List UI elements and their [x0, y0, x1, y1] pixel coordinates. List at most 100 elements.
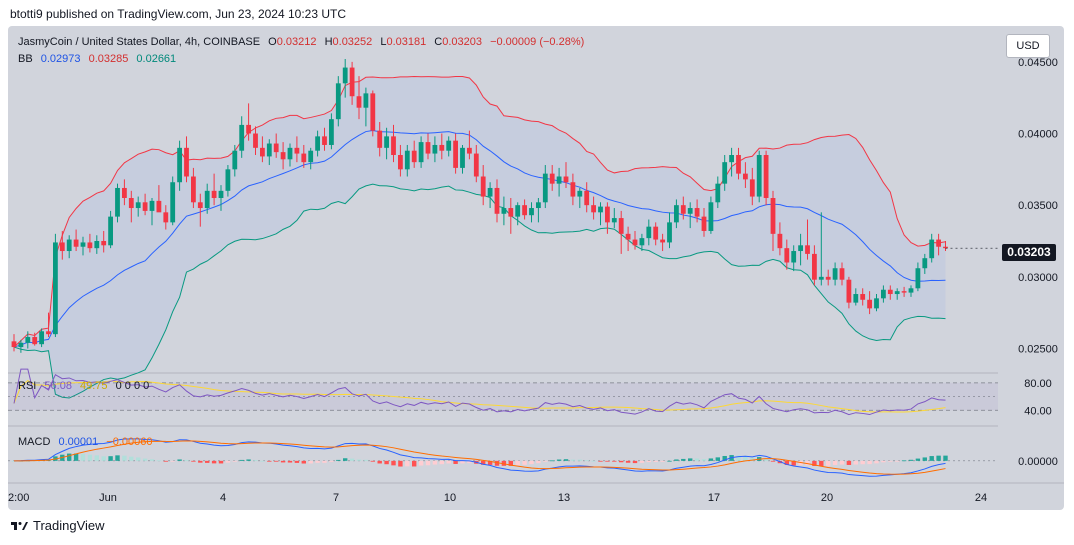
- candle-body: [80, 242, 86, 247]
- macd-histogram-bar: [336, 459, 341, 461]
- candle-body: [225, 169, 231, 191]
- candle-body: [860, 294, 866, 300]
- candle-body: [184, 147, 189, 177]
- macd-histogram-bar: [908, 459, 914, 461]
- candle-body: [59, 242, 65, 252]
- macd-histogram-bar: [432, 460, 438, 465]
- macd-histogram-bar: [591, 460, 596, 462]
- candle-body: [342, 67, 348, 84]
- candle-body: [763, 155, 769, 198]
- candle-body: [791, 251, 797, 263]
- candle-body: [467, 147, 472, 154]
- macd-histogram-bar: [784, 460, 789, 466]
- candle-body: [867, 299, 872, 309]
- macd-histogram-bar: [839, 460, 845, 465]
- candle-body: [156, 200, 162, 213]
- candle-body: [653, 226, 659, 240]
- candle-body: [632, 239, 638, 246]
- candle-body: [39, 331, 44, 345]
- candle-body: [846, 279, 852, 303]
- price-axis-label: 0.03500: [1018, 200, 1058, 212]
- bb-lower-line: [13, 183, 946, 399]
- bb-lower-value: 0.02661: [136, 53, 177, 65]
- candle-body: [177, 147, 182, 183]
- macd-histogram-bar: [715, 457, 720, 461]
- macd-histogram-bar: [584, 460, 589, 461]
- candle-body: [287, 147, 293, 160]
- rsi-axis-label: 80.00: [1024, 378, 1052, 390]
- candle-body: [25, 337, 31, 343]
- macd-histogram-bar: [901, 460, 907, 462]
- macd-histogram-bar: [598, 460, 603, 462]
- candle-body: [743, 173, 748, 180]
- macd-histogram-bar: [398, 460, 403, 467]
- price-axis-label: 0.04500: [1018, 57, 1058, 69]
- candle-body: [894, 291, 900, 295]
- time-axis-label: 13: [558, 492, 570, 504]
- candle-body: [391, 136, 396, 155]
- chart-frame[interactable]: 0.04500 0.04000 0.03500 0.03000 0.02500 80.00…: [8, 26, 1064, 510]
- low-label: L: [380, 36, 387, 48]
- low-value: 0.03181: [386, 36, 427, 48]
- macd-histogram-bar: [743, 456, 748, 461]
- macd-histogram-bar: [218, 460, 224, 464]
- candle-body: [929, 239, 935, 259]
- close-value: 0.03203: [442, 36, 483, 48]
- candle-body: [266, 143, 272, 157]
- candle-body: [680, 205, 686, 214]
- candle-body: [667, 222, 672, 243]
- bb-basis-value: 0.02973: [40, 53, 81, 65]
- candle-body: [660, 239, 665, 243]
- macd-histogram-bar: [556, 459, 562, 461]
- candle-body: [853, 294, 859, 303]
- candle-body: [687, 208, 693, 214]
- time-axis-label: 4: [220, 492, 226, 504]
- macd-histogram-bar: [191, 460, 196, 462]
- macd-histogram-bar: [363, 459, 369, 461]
- candle-body: [591, 205, 596, 213]
- rsi-line: [13, 368, 946, 416]
- candle-body: [756, 155, 762, 197]
- candle-body: [370, 93, 376, 131]
- candle-body: [736, 155, 741, 174]
- open-label: O: [268, 36, 277, 48]
- macd-histogram-bar: [763, 458, 769, 461]
- macd-histogram-bar: [80, 453, 86, 461]
- tradingview-brand[interactable]: TradingView: [10, 518, 105, 533]
- candle-body: [32, 337, 38, 345]
- candle-body: [446, 140, 452, 151]
- macd-histogram-bar: [11, 460, 17, 462]
- macd-histogram-bar: [425, 460, 431, 466]
- currency-button[interactable]: USD: [1006, 34, 1050, 58]
- candle-body: [384, 136, 389, 148]
- symbol-legend: JasmyCoin / United States Dollar, 4h, CO…: [18, 36, 584, 48]
- close-label: C: [434, 36, 443, 48]
- macd-histogram-bar: [260, 460, 265, 462]
- candle-body: [404, 150, 410, 170]
- rsi-label: RSI: [18, 380, 37, 392]
- macd-histogram-bar: [149, 459, 155, 461]
- macd-histogram-bar: [805, 460, 810, 466]
- macd-histogram-bar: [129, 456, 134, 461]
- bb-band-fill: [14, 76, 946, 399]
- macd-histogram-bar: [508, 460, 513, 466]
- candle-body: [460, 147, 465, 168]
- macd-histogram-bar: [550, 460, 555, 462]
- macd-histogram-bar: [115, 455, 120, 461]
- macd-histogram-bar: [349, 458, 355, 461]
- macd-line: [13, 438, 946, 477]
- candle-body: [584, 190, 590, 206]
- candle-body: [839, 268, 845, 280]
- macd-histogram-bar: [688, 458, 693, 461]
- candle-body: [239, 124, 245, 151]
- time-axis-label: 2:00: [8, 492, 29, 504]
- candle-body: [253, 133, 258, 148]
- macd-histogram-bar: [391, 460, 396, 466]
- candle-body: [473, 153, 479, 177]
- candle-body: [777, 233, 783, 249]
- rsi-axis-label: 40.00: [1024, 405, 1052, 417]
- macd-histogram-bar: [639, 460, 645, 463]
- chart-canvas[interactable]: 0.04500 0.04000 0.03500 0.03000 0.02500 80.00…: [8, 26, 1064, 510]
- macd-histogram-bar: [895, 460, 900, 462]
- macd-histogram-bar: [142, 458, 148, 461]
